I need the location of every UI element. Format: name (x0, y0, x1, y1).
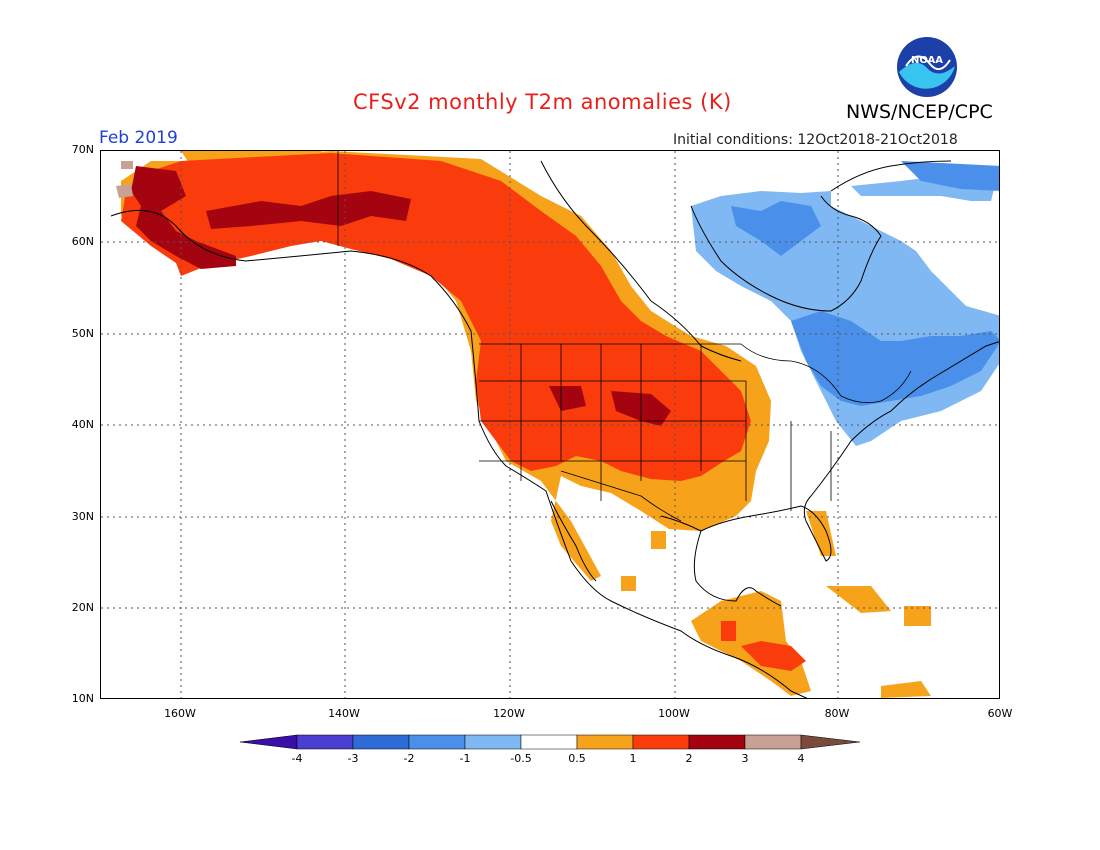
anomaly-region-3-4 (116, 161, 133, 198)
lat-label-60n: 60N (71, 235, 94, 248)
colorbar-swatch-3-4 (744, 734, 802, 750)
coastlines (110, 160, 999, 698)
colorbar-swatch-lt-neg4 (239, 734, 298, 750)
lat-label-40n: 40N (71, 418, 94, 431)
colorbar-swatch-gt-4 (800, 734, 861, 750)
colorbar-label-neg3: -3 (347, 752, 359, 765)
colorbar-label-neg4: -4 (291, 752, 303, 765)
colorbar-swatch-neg2-neg1 (408, 734, 466, 750)
colorbar-label-4: 4 (797, 752, 805, 765)
graticule (101, 151, 999, 698)
colorbar-svg (239, 734, 861, 750)
colorbar-swatch-neutral (520, 734, 578, 750)
colorbar-label-3: 3 (741, 752, 749, 765)
colorbar-swatch-1-2 (632, 734, 690, 750)
colorbar-swatch-neg4-neg3 (296, 734, 354, 750)
lon-label-80w: 80W (824, 707, 850, 720)
colorbar-swatch-neg1-neg0.5 (464, 734, 522, 750)
lon-label-120w: 120W (493, 707, 525, 720)
lat-label-70n: 70N (71, 143, 94, 156)
anomaly-region-1-2 (121, 153, 806, 671)
lon-label-100w: 100W (658, 707, 690, 720)
anomaly-map (100, 150, 1000, 699)
logo-text: NOAA (911, 55, 943, 66)
lat-label-10n: 10N (71, 692, 94, 705)
colorbar-label-0.5: 0.5 (568, 752, 586, 765)
period-label: Feb 2019 (99, 128, 178, 148)
lon-label-140w: 140W (328, 707, 360, 720)
colorbar (239, 733, 862, 755)
map-title: CFSv2 monthly T2m anomalies (K) (353, 90, 732, 114)
colorbar-label-2: 2 (685, 752, 693, 765)
agency-label: NWS/NCEP/CPC (846, 101, 993, 123)
colorbar-swatch-0.5-1 (576, 734, 634, 750)
political-borders (337, 151, 912, 522)
lon-label-160w: 160W (164, 707, 196, 720)
colorbar-label-1: 1 (629, 752, 637, 765)
anomaly-region-2-3 (131, 166, 671, 426)
colorbar-swatch-neg3-neg2 (352, 734, 410, 750)
lat-label-20n: 20N (71, 601, 94, 614)
colorbar-label-neg1: -1 (459, 752, 471, 765)
colorbar-swatch-2-3 (688, 734, 746, 750)
lat-label-50n: 50N (71, 327, 94, 340)
colorbar-label-neg0.5: -0.5 (510, 752, 532, 765)
colorbar-label-neg2: -2 (403, 752, 415, 765)
lon-label-60w: 60W (987, 707, 1013, 720)
noaa-logo: NOAA (896, 36, 958, 98)
lat-label-30n: 30N (71, 510, 94, 523)
initial-conditions-label: Initial conditions: 12Oct2018-21Oct2018 (673, 132, 958, 148)
